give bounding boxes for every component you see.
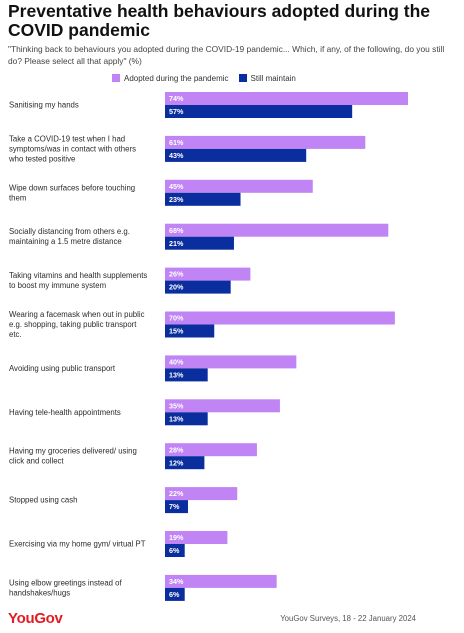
category-label-line: Wearing a facemask when out in public — [9, 310, 145, 319]
data-label: 19% — [169, 533, 184, 542]
legend-item-maintain: Still maintain — [238, 73, 296, 83]
bar-adopted — [165, 267, 251, 281]
bar-adopted — [165, 355, 297, 369]
bar-still-maintain — [165, 412, 208, 426]
category-label-line: handshakes/hugs — [9, 588, 70, 597]
data-label: 21% — [169, 239, 184, 248]
category-label: Having my groceries delivered/ using clic… — [9, 447, 137, 466]
data-label: 28% — [169, 445, 184, 454]
data-label: 12% — [169, 458, 184, 467]
legend-swatch-adopted — [112, 74, 120, 82]
data-label: 34% — [169, 577, 184, 586]
category-label-line: them — [9, 193, 26, 202]
source-note: YouGov Surveys, 18 - 22 January 2024 — [280, 614, 416, 623]
bar-adopted — [165, 399, 280, 413]
data-label: 20% — [169, 283, 184, 292]
category-label: Using elbow greetings instead of handshak… — [9, 578, 123, 597]
bar-still-maintain — [165, 280, 231, 294]
category-label-line: etc. — [9, 330, 22, 339]
data-label: 23% — [169, 195, 184, 204]
chart-subtitle: "Thinking back to behaviours you adopted… — [8, 44, 445, 66]
bar-still-maintain — [165, 148, 307, 162]
category-label-line: Avoiding using public transport — [9, 364, 116, 373]
category-label-line: Take a COVID-19 test when I had — [9, 134, 125, 143]
category-label-line: Taking vitamins and health supplements — [9, 271, 147, 280]
bar-adopted — [165, 179, 313, 193]
legend-swatch-maintain — [238, 74, 247, 82]
category-label: Avoiding using public transport — [9, 364, 116, 373]
bar-adopted — [165, 531, 228, 544]
bar-adopted — [165, 487, 238, 501]
bar-still-maintain — [165, 105, 353, 118]
category-label-line: to boost my immune system — [9, 281, 106, 290]
bar-still-maintain — [165, 456, 205, 470]
chart-legend: Adopted during the pandemic Still mainta… — [112, 72, 306, 84]
bar-adopted — [165, 574, 277, 588]
category-label: Socially distancing from others e.g. main… — [9, 227, 130, 246]
data-label: 40% — [169, 358, 184, 367]
category-label-line: Using elbow greetings instead of — [9, 578, 123, 587]
category-label: Exercising via my home gym/ virtual PT — [9, 540, 146, 549]
data-label: 74% — [169, 94, 184, 103]
chart-title: Preventative health behaviours adopted d… — [8, 1, 431, 40]
legend-label-adopted: Adopted during the pandemic — [124, 73, 229, 83]
bar-still-maintain — [165, 368, 208, 382]
bar-still-maintain — [165, 236, 234, 250]
bar-still-maintain — [165, 324, 215, 338]
bar-still-maintain — [165, 500, 188, 514]
category-label-line: who tested positive — [8, 154, 75, 163]
data-label: 61% — [169, 138, 184, 147]
category-label-line: maintaining a 1.5 metre distance — [9, 237, 122, 246]
category-label: Take a COVID-19 test when I had symptoms/… — [8, 134, 136, 163]
category-label: Stopped using cash — [9, 496, 78, 505]
category-label-line: Sanitising my hands — [9, 101, 79, 110]
category-label: Wearing a facemask when out in public e.g… — [9, 310, 145, 339]
data-label: 7% — [169, 502, 180, 511]
category-label-line: e.g. shopping, taking public transport — [9, 320, 137, 329]
legend-label-maintain: Still maintain — [250, 73, 296, 83]
data-label: 15% — [169, 327, 184, 336]
data-label: 35% — [169, 401, 184, 410]
category-label-line: Having tele-health appointments — [9, 408, 121, 417]
category-label: Wipe down surfaces before touching them — [9, 183, 135, 202]
data-label: 6% — [169, 546, 180, 555]
category-label-line: Stopped using cash — [9, 496, 78, 505]
bar-still-maintain — [165, 587, 185, 601]
bar-adopted — [165, 443, 257, 457]
data-label: 26% — [169, 270, 184, 279]
category-label: Having tele-health appointments — [9, 408, 121, 417]
category-label-line: click and collect — [9, 457, 64, 466]
bar-adopted — [165, 311, 395, 325]
data-label: 13% — [169, 371, 184, 380]
bar-still-maintain — [165, 544, 185, 557]
data-label: 13% — [169, 414, 184, 423]
bar-adopted — [165, 92, 408, 105]
bar-still-maintain — [165, 192, 241, 206]
category-label-line: Exercising via my home gym/ virtual PT — [9, 540, 146, 549]
legend-item-adopted: Adopted during the pandemic — [112, 74, 229, 83]
yougov-logo: YouGov — [8, 610, 63, 627]
bar-adopted — [165, 223, 389, 237]
bar-chart: Sanitising my hands 74% 57% Take a COVID-19… — [8, 92, 408, 601]
bar-adopted — [165, 135, 366, 149]
category-label: Taking vitamins and health supplements to… — [9, 271, 147, 290]
data-label: 22% — [169, 489, 184, 498]
data-label: 45% — [169, 182, 184, 191]
category-label-line: Socially distancing from others e.g. — [9, 227, 130, 236]
data-label: 43% — [169, 151, 184, 160]
data-label: 6% — [169, 590, 180, 599]
category-label: Sanitising my hands — [9, 101, 79, 110]
data-label: 68% — [169, 226, 184, 235]
category-label-line: Having my groceries delivered/ using — [9, 447, 137, 456]
data-label: 70% — [169, 314, 184, 323]
data-label: 57% — [169, 107, 184, 116]
category-label-line: symptoms/was in contact with others — [9, 144, 136, 153]
category-label-line: Wipe down surfaces before touching — [9, 183, 135, 192]
